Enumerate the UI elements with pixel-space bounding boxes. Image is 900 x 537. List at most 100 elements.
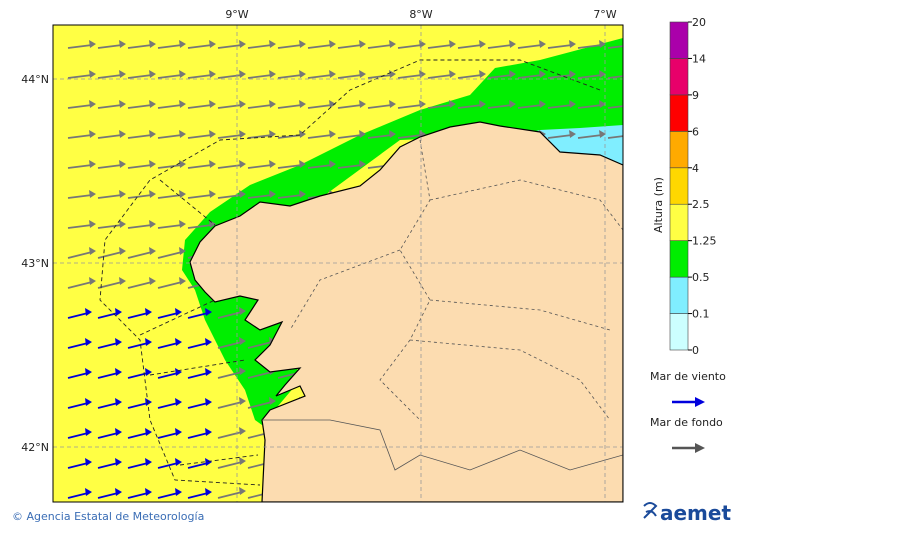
arrow-shaft [367, 74, 393, 79]
map [53, 25, 636, 502]
arrow-head [509, 70, 516, 78]
arrow-head [239, 130, 246, 138]
arrow-head [119, 190, 126, 198]
arrow-shaft [367, 104, 393, 109]
arrow-head [179, 70, 186, 78]
arrow-head [85, 458, 92, 466]
arrow-head [269, 190, 276, 198]
arrow-head [205, 458, 212, 466]
legend-arrowhead [695, 397, 705, 407]
arrow-head [629, 367, 636, 375]
arrow-head [85, 488, 92, 496]
arrow-head [209, 70, 216, 78]
arrow-shaft [307, 134, 333, 139]
arrow-head [119, 130, 126, 138]
arrow-head [89, 247, 96, 255]
arrow-head [269, 160, 276, 168]
arrow-shaft [397, 74, 423, 79]
arrow-head [569, 130, 576, 138]
arrow-shaft [127, 194, 153, 199]
arrow-shaft [577, 134, 603, 139]
colorbar-label: 14 [692, 52, 706, 65]
colorbar-segment [669, 21, 689, 59]
arrow-shaft [217, 401, 243, 409]
colorbar-label: 9 [692, 89, 699, 102]
arrow-shaft [127, 44, 153, 49]
arrow-head [209, 130, 216, 138]
arrow-head [149, 277, 156, 285]
arrow-shaft [337, 104, 363, 109]
arrow-shaft [97, 402, 119, 409]
arrow-shaft [127, 251, 153, 259]
logo: aemet [643, 501, 731, 525]
arrow-shaft [127, 104, 153, 109]
legend-label: Mar de viento [650, 370, 726, 383]
arrow-head [115, 368, 122, 376]
borders [289, 139, 623, 421]
arrow-shaft [217, 74, 243, 79]
arrow-head [209, 190, 216, 198]
arrow-head [115, 428, 122, 436]
arrow-head [205, 398, 212, 406]
arrow-head [629, 337, 636, 345]
arrow-shaft [577, 74, 603, 79]
arrow-head [175, 458, 182, 466]
arrow-shaft [217, 164, 243, 169]
arrow-head [205, 428, 212, 436]
arrow-shaft [187, 134, 213, 139]
arrow-head [569, 70, 576, 78]
arrow-head [89, 100, 96, 108]
arrow-shaft [547, 134, 573, 139]
arrow-shaft [67, 134, 93, 139]
arrow-head [145, 428, 152, 436]
arrow-head [89, 70, 96, 78]
arrow-head [629, 100, 636, 108]
colorbar-segment [669, 313, 689, 351]
arrow-shaft [157, 251, 183, 259]
arrow-shaft [187, 224, 213, 229]
arrow-head [149, 40, 156, 48]
arrow-head [299, 130, 306, 138]
arrow-head [145, 338, 152, 346]
arrow-shaft [97, 281, 123, 289]
arrow-head [629, 247, 636, 255]
arrow-head [145, 398, 152, 406]
arrow-head [449, 70, 456, 78]
lon-label: 7°W [593, 8, 616, 21]
arrow-head [449, 40, 456, 48]
arrow-shaft [157, 372, 179, 379]
arrow-head [269, 397, 276, 405]
arrow-shaft [367, 44, 393, 49]
arrow-head [629, 160, 636, 168]
arrow-shaft [397, 44, 423, 49]
arrow-head [205, 338, 212, 346]
arrow-head [179, 40, 186, 48]
arrow-head [239, 367, 246, 375]
arrow-head [149, 190, 156, 198]
arrow-head [329, 70, 336, 78]
arrow-shaft [607, 105, 623, 109]
arrow-head [629, 277, 636, 285]
arrow-shaft [607, 75, 623, 79]
arrow-head [479, 100, 486, 108]
arrow-head [89, 190, 96, 198]
colorbar-title: Altura (m) [652, 177, 665, 233]
arrow-shaft [97, 104, 123, 109]
arrow-shaft [67, 281, 93, 289]
arrow-shaft [277, 44, 303, 49]
arrow-shaft [127, 462, 149, 469]
arrow-head [269, 40, 276, 48]
arrow-shaft [397, 104, 423, 109]
arrow-shaft [607, 135, 623, 139]
arrow-head [359, 40, 366, 48]
arrow-shaft [217, 134, 243, 139]
arrow-shaft [217, 491, 243, 499]
arrow-shaft [67, 194, 93, 199]
arrow-shaft [127, 402, 149, 409]
arrow-shaft [247, 74, 273, 79]
arrow-head [115, 488, 122, 496]
arrow-shaft [247, 134, 273, 139]
arrow-shaft [487, 44, 513, 49]
arrow-head [239, 457, 246, 465]
colorbar-label: 0 [692, 344, 699, 357]
